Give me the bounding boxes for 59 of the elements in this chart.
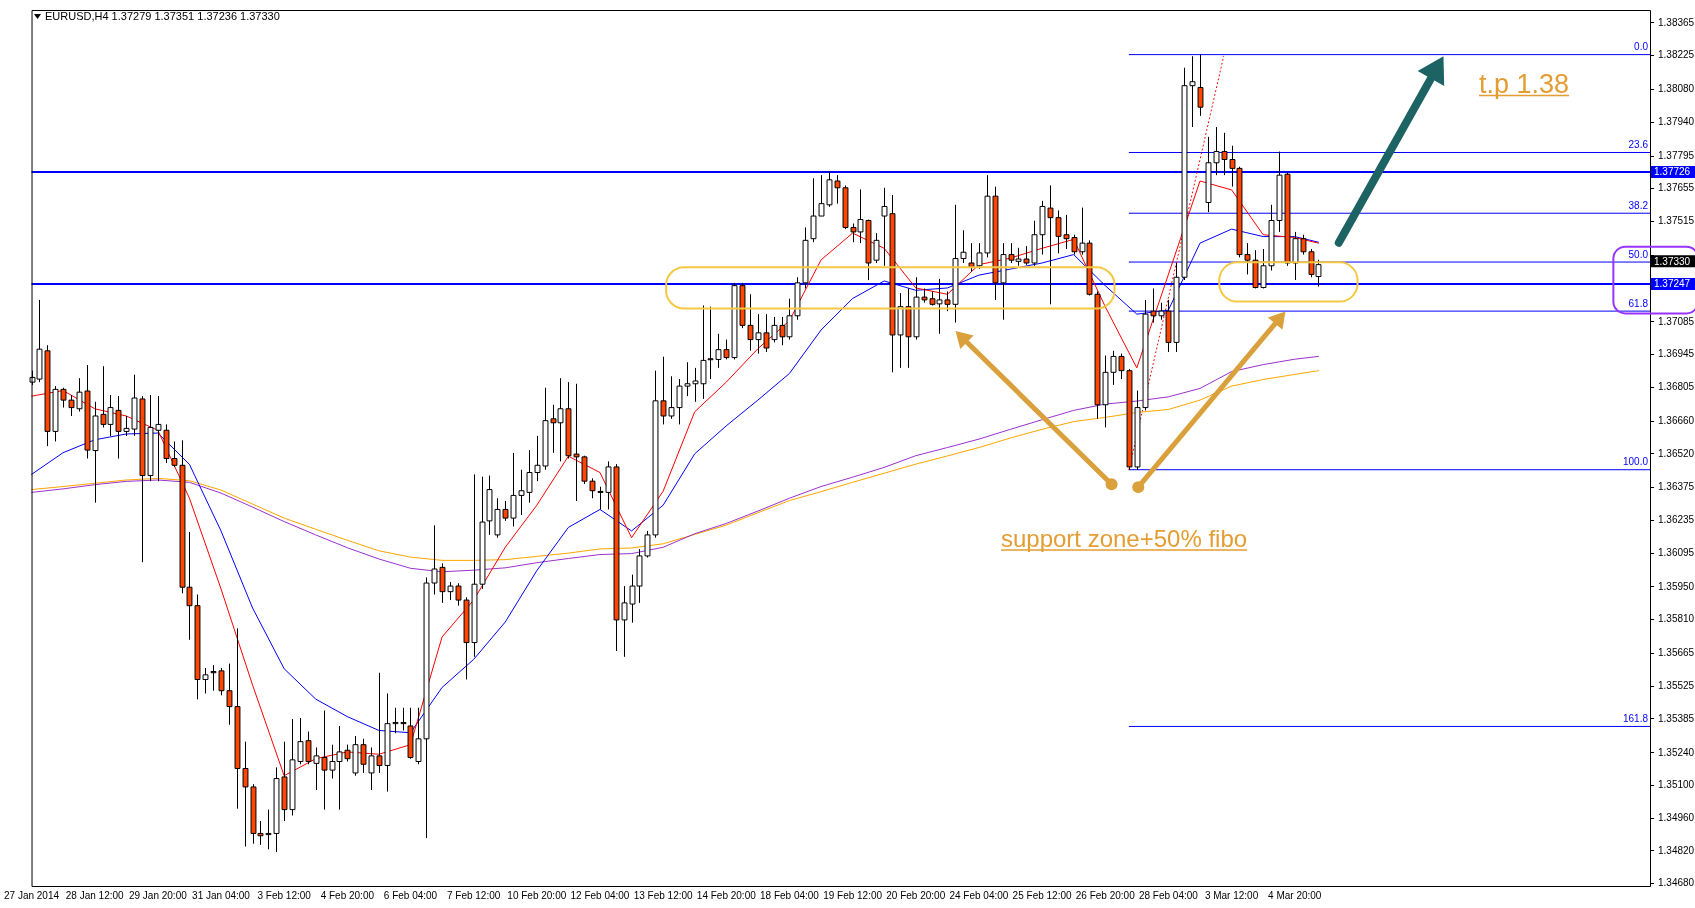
series-label: 23.6	[1628, 139, 1649, 151]
y-tick-label: 1.35810	[1658, 613, 1695, 625]
x-tick-label: 29 Jan 20:00	[128, 889, 188, 901]
x-tick-label: 20 Feb 20:00	[886, 889, 946, 901]
y-tick-label: 1.35385	[1658, 712, 1695, 724]
x-tick-label: 12 Feb 04:00	[570, 889, 630, 901]
y-tick-label: 1.38225	[1658, 49, 1695, 61]
y-tick-label: 1.35525	[1658, 680, 1695, 692]
y-tick-label: 1.34960	[1658, 812, 1695, 824]
y-tick-label: 1.36805	[1658, 381, 1695, 393]
series-label: 61.8	[1628, 297, 1649, 309]
y-tick-label: 1.36375	[1658, 481, 1695, 493]
x-tick-label: 4 Mar 20:00	[1268, 889, 1322, 901]
y-tick-label: 1.37940	[1658, 115, 1695, 127]
x-tick-label: 7 Feb 12:00	[446, 889, 501, 901]
y-tick-label: 1.35240	[1658, 746, 1695, 758]
y-tick-label: 1.36520	[1658, 447, 1695, 459]
ref-line-label: 1.37726	[1654, 166, 1691, 178]
x-tick-label: 24 Feb 04:00	[949, 889, 1009, 901]
y-tick-label: 1.35665	[1658, 647, 1695, 659]
x-tick-label: 3 Mar 12:00	[1204, 889, 1259, 901]
x-tick-label: 13 Feb 12:00	[633, 889, 694, 901]
y-tick-label: 1.37085	[1658, 315, 1695, 327]
x-tick-label: 26 Feb 20:00	[1075, 889, 1136, 901]
x-tick-label: 14 Feb 20:00	[696, 889, 757, 901]
y-tick-label: 1.38365	[1658, 16, 1695, 28]
ref-line-label: 1.37247	[1654, 278, 1691, 290]
series-label: 0.0	[1634, 41, 1649, 53]
chart-title: EURUSD,H4 1.37279 1.37351 1.37236 1.37330	[45, 10, 280, 22]
y-tick-label: 1.34820	[1658, 844, 1695, 856]
series-label: 38.2	[1628, 199, 1649, 211]
x-tick-label: 25 Feb 12:00	[1012, 889, 1072, 901]
y-tick-label: 1.36095	[1658, 546, 1695, 558]
y-tick-label: 1.36660	[1658, 414, 1695, 426]
x-tick-label: 31 Jan 04:00	[192, 889, 251, 901]
y-tick-label: 1.37795	[1658, 149, 1695, 161]
text: 1.37330	[1654, 255, 1691, 267]
y-tick-label: 1.38080	[1658, 83, 1695, 95]
series-label: 161.8	[1622, 713, 1649, 725]
y-tick-label: 1.37515	[1658, 215, 1695, 227]
x-tick-label: 10 Feb 20:00	[507, 889, 567, 901]
y-tick-label: 1.36945	[1658, 348, 1695, 360]
y-tick-label: 1.34680	[1658, 877, 1695, 889]
y-tick-label: 1.37655	[1658, 182, 1695, 194]
y-tick-label: 1.35100	[1658, 779, 1695, 791]
y-tick-label: 1.35950	[1658, 580, 1695, 592]
x-tick-label: 18 Feb 04:00	[759, 889, 820, 901]
x-tick-label: 28 Feb 04:00	[1138, 889, 1199, 901]
x-tick-label: 4 Feb 20:00	[320, 889, 375, 901]
x-tick-label: 28 Jan 12:00	[65, 889, 125, 901]
annotation: t.p 1.38	[1479, 68, 1570, 99]
y-tick-label: 1.36235	[1658, 514, 1695, 526]
series-label: 50.0	[1628, 248, 1649, 260]
series-label: 100.0	[1622, 456, 1649, 468]
x-tick-label: 6 Feb 04:00	[383, 889, 438, 901]
annotation: support zone+50% fibo	[1000, 525, 1248, 553]
x-tick-label: 19 Feb 12:00	[823, 889, 883, 901]
x-tick-label: 3 Feb 12:00	[257, 889, 312, 901]
x-tick-label: 27 Jan 2014	[3, 889, 60, 901]
